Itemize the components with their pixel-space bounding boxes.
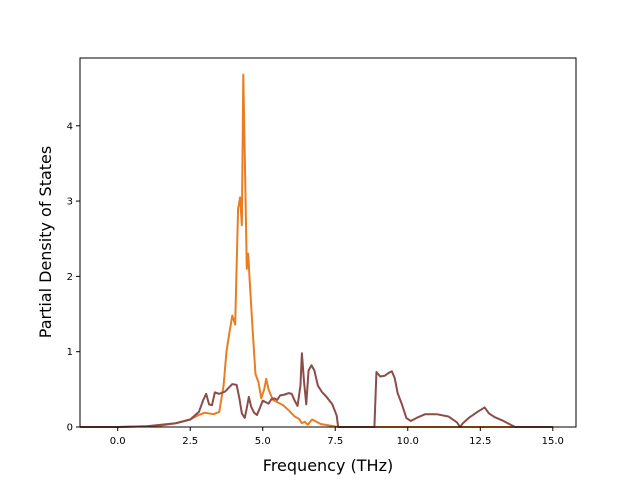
plot-frame (79, 57, 577, 428)
x-tick-label: 15.0 (542, 436, 564, 447)
y-axis-label: Partial Density of States (36, 146, 55, 338)
x-tick-label: 12.5 (469, 436, 491, 447)
x-tick-label: 10.0 (397, 436, 419, 447)
x-tick-label: 0.0 (110, 436, 126, 447)
series-layer (80, 73, 553, 428)
series-line-2 (80, 352, 553, 428)
y-tick-label: 4 (67, 121, 73, 132)
x-tick-label: 5.0 (255, 436, 271, 447)
y-tick-label: 3 (67, 197, 73, 208)
x-tick-label: 2.5 (182, 436, 198, 447)
series-line-1 (80, 73, 553, 428)
x-axis-label: Frequency (THz) (263, 456, 393, 475)
y-tick-label: 1 (67, 347, 73, 358)
y-tick-label: 2 (67, 272, 73, 283)
y-tick-label: 0 (67, 423, 73, 434)
y-axis-ticks: 0 1 2 3 4 (67, 121, 80, 434)
x-tick-label: 7.5 (327, 436, 343, 447)
x-axis-ticks: 0.0 2.5 5.0 7.5 10.0 12.5 15.0 (110, 427, 564, 447)
